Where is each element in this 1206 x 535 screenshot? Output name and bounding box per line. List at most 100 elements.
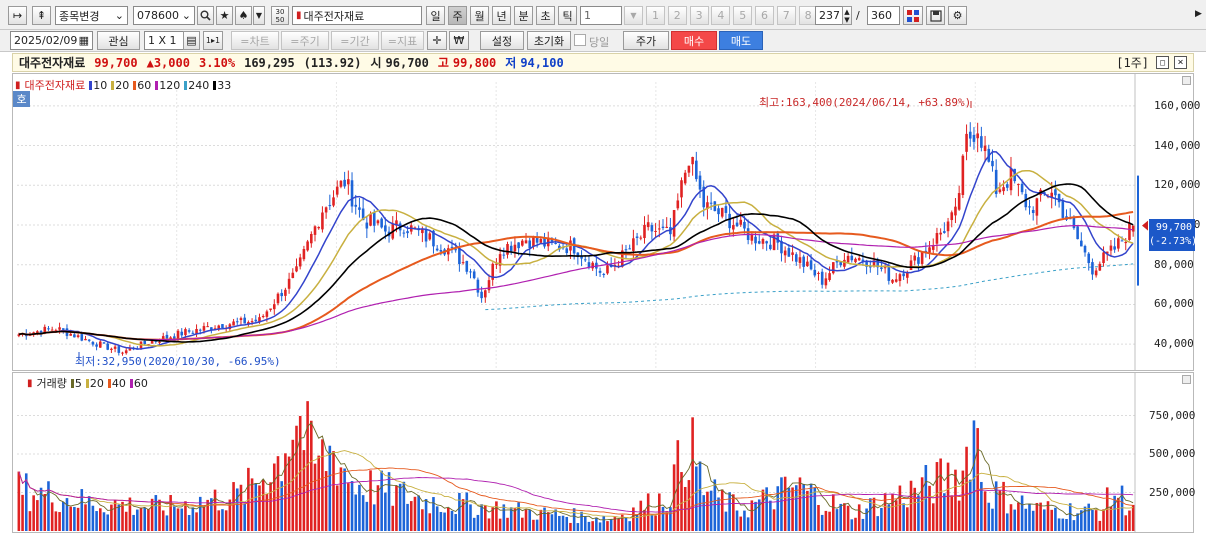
number-preset-button[interactable]: 6 bbox=[755, 6, 774, 25]
legend-ma-item: 33 bbox=[213, 79, 231, 92]
price-mode-button[interactable]: 주가 bbox=[623, 31, 669, 50]
volume-bar bbox=[1002, 481, 1005, 531]
scroll-right-icon[interactable]: ▶ bbox=[1195, 9, 1202, 19]
quote-badge[interactable]: 호 bbox=[13, 91, 30, 107]
count-spinner-icon[interactable]: ▲ ▼ bbox=[842, 6, 852, 25]
settings-button[interactable]: 설정 bbox=[480, 31, 524, 50]
date-field[interactable]: 2025/02/09 ▦ bbox=[10, 31, 93, 50]
link-arrow-icon[interactable]: ↦ bbox=[8, 6, 27, 25]
watch-button[interactable]: 관심 bbox=[97, 31, 140, 50]
candle-body bbox=[968, 131, 972, 139]
volume-bar bbox=[173, 506, 176, 531]
save-disk-icon[interactable] bbox=[926, 6, 945, 25]
volume-bar bbox=[487, 518, 491, 531]
volume-chart-panel[interactable]: ▮ 거래량 5 20 40 60 750,000 500,000 250,000 bbox=[12, 372, 1195, 533]
candle-body bbox=[961, 155, 965, 195]
pin-top-icon[interactable]: ⇞ bbox=[32, 6, 51, 25]
volume-bar bbox=[843, 503, 846, 531]
volume-bar bbox=[113, 500, 117, 531]
volume-bar bbox=[417, 495, 420, 531]
period-button[interactable]: 틱 bbox=[558, 6, 577, 25]
search-icon[interactable] bbox=[197, 6, 214, 25]
candle-body bbox=[706, 202, 709, 209]
number-preset-button[interactable]: 1 bbox=[646, 6, 665, 25]
candle-body bbox=[102, 342, 106, 344]
volume-chart-svg[interactable] bbox=[13, 373, 1193, 532]
stock-name-field[interactable]: ▮ 대주전자재료 bbox=[292, 6, 422, 25]
layout-1to1-button[interactable]: 1▸1 bbox=[203, 31, 223, 50]
volume-bar bbox=[550, 514, 554, 531]
candle-body bbox=[280, 292, 283, 297]
volume-bar bbox=[746, 517, 750, 531]
period-button[interactable]: 주 bbox=[448, 6, 467, 25]
period-add-button[interactable]: =주기 bbox=[281, 31, 329, 50]
volume-bar bbox=[817, 504, 820, 531]
candle-body bbox=[550, 239, 554, 242]
number-preset-button[interactable]: 4 bbox=[711, 6, 731, 25]
candle-body bbox=[235, 321, 239, 323]
volume-bar bbox=[920, 477, 924, 531]
range-add-button[interactable]: =기간 bbox=[331, 31, 379, 50]
volume-bar bbox=[917, 495, 920, 531]
ma-60-line bbox=[18, 211, 1134, 341]
candle-body bbox=[384, 225, 387, 232]
close-icon[interactable]: × bbox=[1174, 56, 1187, 69]
volume-bar bbox=[861, 518, 865, 531]
crosshair-icon[interactable]: ✛ bbox=[427, 31, 447, 50]
period-button[interactable]: 년 bbox=[492, 6, 511, 25]
number-preset-button[interactable]: 5 bbox=[733, 6, 753, 25]
number-preset-button[interactable]: 7 bbox=[776, 6, 796, 25]
tick-dropdown-icon[interactable]: ▼ bbox=[624, 6, 643, 25]
reset-button[interactable]: 초기화 bbox=[527, 31, 571, 50]
volume-bar bbox=[743, 510, 746, 531]
sell-button[interactable]: 매도 bbox=[719, 31, 763, 50]
candle-body bbox=[143, 340, 147, 344]
candle-body bbox=[335, 186, 339, 195]
tick-value-input[interactable]: 1 bbox=[580, 6, 622, 25]
indicator-add-button[interactable]: =지표 bbox=[381, 31, 424, 50]
candle-body bbox=[635, 236, 639, 238]
period-button[interactable]: 초 bbox=[536, 6, 555, 25]
spade-icon[interactable]: ♠ bbox=[235, 6, 252, 25]
period-button[interactable]: 분 bbox=[514, 6, 533, 25]
number-preset-button[interactable]: 3 bbox=[689, 6, 709, 25]
info-high: 99,800 bbox=[452, 55, 497, 70]
volume-bar bbox=[709, 490, 713, 531]
gear-icon[interactable]: ⚙ bbox=[948, 6, 967, 25]
volume-bar bbox=[909, 480, 913, 531]
layout-field[interactable]: 1 X 1 bbox=[144, 31, 184, 50]
stock-code-input[interactable]: 078600 ⌄ bbox=[133, 6, 195, 25]
panel-menu-icon[interactable] bbox=[1182, 76, 1191, 85]
price-chart-svg[interactable] bbox=[13, 74, 1193, 370]
volume-bar bbox=[1087, 503, 1091, 531]
candle-body bbox=[1028, 206, 1031, 208]
candle-body bbox=[495, 263, 498, 265]
volume-bar bbox=[1054, 507, 1057, 531]
chart-add-button[interactable]: =차트 bbox=[231, 31, 279, 50]
color-grid-icon[interactable] bbox=[903, 6, 923, 25]
number-preset-button[interactable]: 2 bbox=[667, 6, 687, 25]
stock-change-label: 종목변경 bbox=[59, 9, 100, 23]
won-currency-icon[interactable]: ₩ bbox=[449, 31, 469, 50]
period-button[interactable]: 월 bbox=[470, 6, 489, 25]
candle-body bbox=[61, 328, 65, 330]
count-total-input[interactable]: 360 bbox=[867, 6, 900, 25]
today-checkbox[interactable] bbox=[574, 34, 586, 46]
30-50-toggle-icon[interactable]: 30 50 bbox=[271, 6, 289, 25]
panel-menu-icon[interactable] bbox=[1182, 375, 1191, 384]
table-grid-icon[interactable]: ▤ bbox=[183, 31, 200, 50]
candle-body bbox=[1061, 200, 1065, 218]
stock-change-select[interactable]: 종목변경 ⌄ bbox=[55, 6, 128, 25]
candle-body bbox=[820, 271, 824, 285]
price-chart-panel[interactable]: ▮ 대주전자재료 10 20 60 120 240 33 호 최고:163,400(202… bbox=[12, 73, 1200, 371]
volume-bar bbox=[443, 512, 446, 531]
volume-bar bbox=[224, 510, 228, 531]
volume-bar bbox=[58, 512, 61, 531]
buy-button[interactable]: 매수 bbox=[671, 31, 717, 50]
dropdown-arrow-icon[interactable]: ▼ bbox=[253, 6, 265, 25]
volume-bar bbox=[176, 508, 180, 531]
calendar-icon[interactable]: ▦ bbox=[78, 34, 89, 47]
star-favorite-icon[interactable]: ★ bbox=[216, 6, 233, 25]
period-button[interactable]: 일 bbox=[426, 6, 445, 25]
maximize-icon[interactable]: □ bbox=[1156, 56, 1169, 69]
